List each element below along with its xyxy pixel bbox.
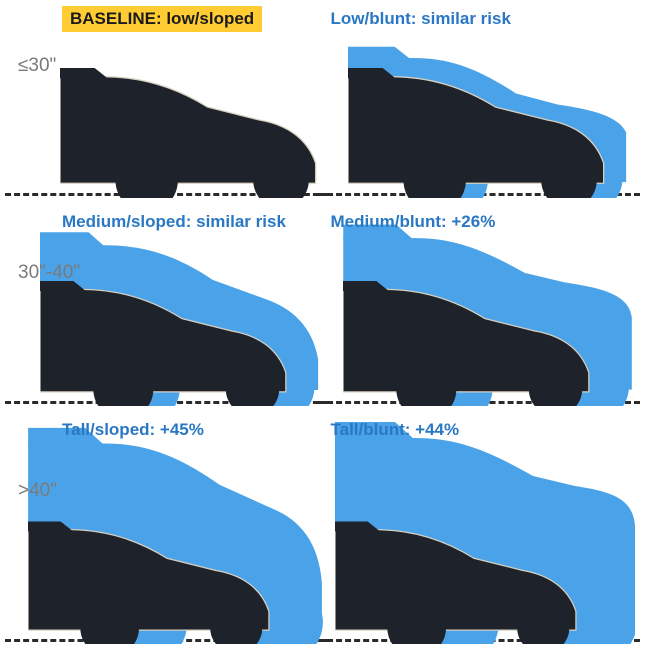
vehicle-tall-blunt xyxy=(323,414,636,644)
car-dark-icon xyxy=(343,256,593,406)
cell-label: Tall/sloped: +45% xyxy=(62,420,204,440)
infographic-grid: BASELINE: low/sloped ≤30" Low/blunt: sim… xyxy=(0,0,645,645)
car-dark-icon xyxy=(335,497,580,644)
cell-tall-sloped: Tall/sloped: +45% >40" xyxy=(10,414,323,644)
vehicle-tall-sloped xyxy=(10,414,323,644)
car-dark-icon xyxy=(28,497,273,644)
vehicle-medium-sloped xyxy=(10,206,323,406)
baseline-badge: BASELINE: low/sloped xyxy=(62,6,262,32)
vehicle-medium-blunt xyxy=(323,206,636,406)
vehicle-low-sloped xyxy=(10,3,323,198)
cell-tall-blunt: Tall/blunt: +44% xyxy=(323,414,636,644)
cell-label: Low/blunt: similar risk xyxy=(331,9,511,29)
car-dark-icon xyxy=(60,42,320,198)
height-label-row1: 30"-40" xyxy=(18,262,80,284)
cell-label: Tall/blunt: +44% xyxy=(331,420,460,440)
vehicle-low-blunt xyxy=(323,3,636,198)
cell-label: Medium/blunt: +26% xyxy=(331,212,496,232)
cell-baseline-low-sloped: BASELINE: low/sloped ≤30" xyxy=(10,3,323,198)
cell-medium-sloped: Medium/sloped: similar risk 30"-40" xyxy=(10,206,323,406)
cell-medium-blunt: Medium/blunt: +26% xyxy=(323,206,636,406)
height-label-row2: >40" xyxy=(18,480,57,502)
cell-low-blunt: Low/blunt: similar risk xyxy=(323,3,636,198)
cell-label: Medium/sloped: similar risk xyxy=(62,212,286,232)
car-dark-icon xyxy=(348,42,608,198)
height-label-row0: ≤30" xyxy=(18,55,56,77)
